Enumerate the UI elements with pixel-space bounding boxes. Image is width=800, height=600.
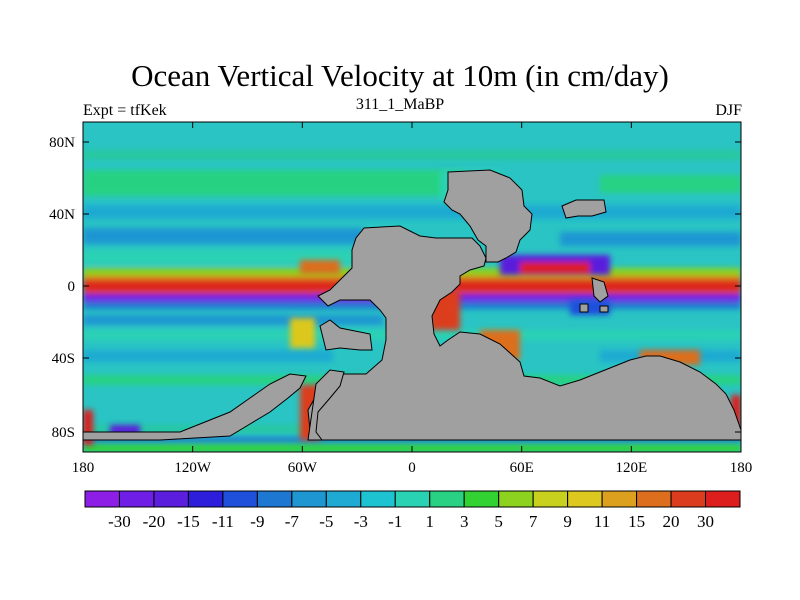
land-east-island bbox=[591, 277, 609, 303]
colorbar-swatch bbox=[394, 490, 431, 508]
colorbar-swatch bbox=[84, 490, 120, 508]
colorbar-swatch bbox=[153, 490, 189, 508]
colorbar-label: 11 bbox=[594, 512, 610, 531]
colorbar: -30 -20 -15 -11 -9 -7 -5 -3 -1 1 3 5 7 9 11 15 20 30 bbox=[84, 490, 741, 531]
colorbar-swatch bbox=[601, 490, 638, 508]
colorbar-label: 5 bbox=[494, 512, 503, 531]
x-tick-label: 180 bbox=[730, 460, 753, 476]
land-antarctic-strip bbox=[83, 373, 307, 441]
colorbar-swatch bbox=[670, 490, 707, 508]
colorbar-label: -20 bbox=[143, 512, 166, 531]
colorbar-swatch bbox=[222, 490, 258, 508]
colorbar-label: -7 bbox=[285, 512, 300, 531]
colorbar-swatch bbox=[532, 490, 569, 508]
colorbar-swatch bbox=[325, 490, 362, 508]
y-tick-label: 0 bbox=[68, 279, 76, 295]
land-south-arm bbox=[319, 319, 373, 351]
map-title: Ocean Vertical Velocity at 10m (in cm/da… bbox=[131, 58, 669, 93]
colorbar-swatch bbox=[256, 490, 293, 508]
land-peninsula bbox=[561, 199, 607, 219]
y-axis-ticks: 80N 40N 0 40S 80S bbox=[49, 135, 741, 441]
colorbar-label: -3 bbox=[354, 512, 368, 531]
colorbar-label: -5 bbox=[319, 512, 333, 531]
colorbar-label: -30 bbox=[108, 512, 131, 531]
velocity-field bbox=[83, 122, 741, 452]
x-axis-ticks: 180 120W 60W 0 60E 120E 180 bbox=[72, 122, 753, 476]
x-tick-label: 180 bbox=[72, 460, 95, 476]
experiment-label: Expt = tfKek bbox=[83, 102, 167, 119]
colorbar-label: 3 bbox=[460, 512, 469, 531]
land-northern-block bbox=[443, 169, 533, 263]
colorbar-swatch bbox=[705, 490, 741, 508]
land-america-africa bbox=[307, 225, 741, 441]
x-tick-label: 60E bbox=[510, 460, 534, 476]
run-id-label: 311_1_MaBP bbox=[355, 96, 445, 113]
y-tick-label: 80S bbox=[52, 425, 75, 441]
colorbar-label: 1 bbox=[425, 512, 434, 531]
season-label: DJF bbox=[715, 102, 742, 119]
colorbar-label: 7 bbox=[529, 512, 538, 531]
colorbar-swatch bbox=[636, 490, 672, 508]
colorbar-swatch bbox=[360, 490, 396, 508]
colorbar-swatch bbox=[291, 490, 327, 508]
land-southern-tip bbox=[307, 369, 345, 441]
x-tick-label: 0 bbox=[408, 460, 416, 476]
colorbar-label: -11 bbox=[212, 512, 234, 531]
colorbar-swatch bbox=[498, 490, 534, 508]
landmasses bbox=[83, 169, 741, 441]
y-tick-label: 80N bbox=[49, 135, 75, 151]
x-tick-label: 120E bbox=[615, 460, 647, 476]
colorbar-label: 20 bbox=[663, 512, 680, 531]
colorbar-swatch bbox=[463, 490, 500, 508]
y-tick-label: 40N bbox=[49, 207, 75, 223]
colorbar-swatch bbox=[118, 490, 155, 508]
colorbar-label: 9 bbox=[563, 512, 572, 531]
x-tick-label: 120W bbox=[174, 460, 212, 476]
colorbar-swatch bbox=[567, 490, 603, 508]
colorbar-swatch bbox=[187, 490, 224, 508]
colorbar-label: -9 bbox=[250, 512, 264, 531]
x-tick-label: 60W bbox=[288, 460, 318, 476]
land-islet-2 bbox=[599, 305, 609, 313]
colorbar-label: 15 bbox=[628, 512, 645, 531]
colorbar-label: -1 bbox=[388, 512, 402, 531]
colorbar-label: -15 bbox=[177, 512, 200, 531]
colorbar-label: 30 bbox=[697, 512, 714, 531]
land-islet-1 bbox=[579, 303, 589, 313]
colorbar-swatch bbox=[429, 490, 465, 508]
y-tick-label: 40S bbox=[52, 351, 75, 367]
